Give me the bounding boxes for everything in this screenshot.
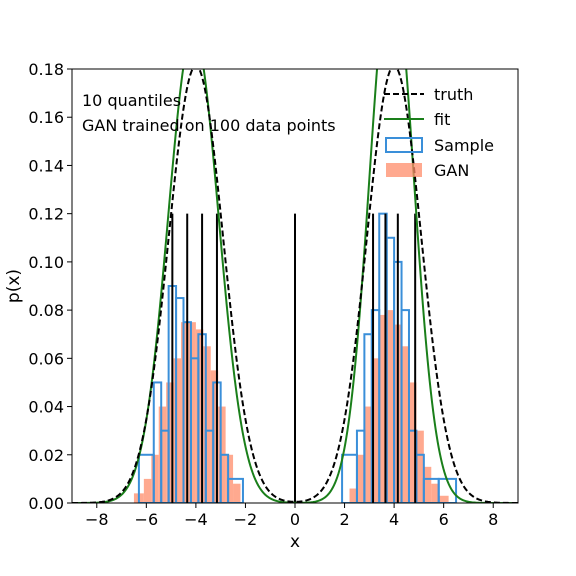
gan-bar [431, 483, 439, 503]
legend-fit-label: fit [434, 110, 450, 129]
sample-bar [400, 309, 410, 503]
y-tick-label: 0.10 [28, 253, 64, 272]
y-tick-label: 0.00 [28, 494, 64, 513]
gan-bar [173, 358, 182, 503]
y-tick-label: 0.04 [28, 398, 64, 417]
gan-bar [233, 483, 241, 503]
gan-bar [210, 370, 219, 503]
gan-bar [195, 329, 204, 503]
y-tick-label: 0.08 [28, 301, 64, 320]
x-tick-label: 0 [290, 510, 300, 529]
truth-curve [72, 69, 518, 503]
x-tick-label: −6 [135, 510, 159, 529]
x-tick-label: 6 [439, 510, 449, 529]
legend: truth fit Sample GAN [384, 85, 494, 180]
gan-bar [386, 310, 395, 503]
gan-bar [416, 430, 424, 503]
legend-sample-label: Sample [434, 136, 494, 155]
gan-bar [356, 454, 365, 503]
annotation-quantiles: 10 quantiles [82, 91, 181, 110]
legend-gan-label: GAN [434, 161, 469, 180]
x-tick-label: 8 [488, 510, 498, 529]
gan-bar [151, 454, 159, 503]
gan-bar [203, 346, 211, 503]
gan-bar [408, 382, 417, 503]
y-axis-ticks: 0.00 0.02 0.04 0.06 0.08 0.10 0.12 0.14 0.16 0.18 [28, 60, 72, 513]
gan-bar [371, 358, 380, 503]
gan-bar [181, 322, 189, 503]
gan-bar [423, 466, 432, 503]
legend-sample-swatch [385, 137, 423, 153]
y-tick-label: 0.12 [28, 205, 64, 224]
x-tick-label: 2 [339, 510, 349, 529]
gan-bar [438, 495, 449, 503]
gan-bar [401, 346, 409, 503]
gan-bar [143, 478, 152, 503]
gan-bar [379, 314, 387, 503]
x-tick-label: 4 [389, 510, 399, 529]
gan-histogram [133, 310, 449, 503]
legend-gan-swatch [386, 163, 422, 177]
x-tick-label: −4 [184, 510, 208, 529]
x-axis-ticks: −8 −6 −4 −2 0 2 4 6 8 [85, 503, 498, 529]
quantile-lines [171, 213, 417, 503]
y-tick-label: 0.16 [28, 108, 64, 127]
gan-bar [166, 382, 174, 503]
y-tick-label: 0.06 [28, 349, 64, 368]
annotation-gan-training: GAN trained on 100 data points [82, 116, 336, 135]
gan-bar [349, 488, 357, 503]
y-tick-label: 0.18 [28, 60, 64, 79]
legend-truth-label: truth [434, 85, 473, 104]
y-tick-label: 0.14 [28, 156, 64, 175]
x-axis-label: x [290, 532, 300, 552]
gan-bar [364, 406, 372, 503]
gan-bar [158, 406, 167, 503]
y-axis-label: p(x) [4, 269, 24, 303]
y-tick-label: 0.02 [28, 446, 64, 465]
x-tick-label: −2 [234, 510, 258, 529]
x-tick-label: −8 [85, 510, 109, 529]
gan-bar [188, 322, 196, 503]
